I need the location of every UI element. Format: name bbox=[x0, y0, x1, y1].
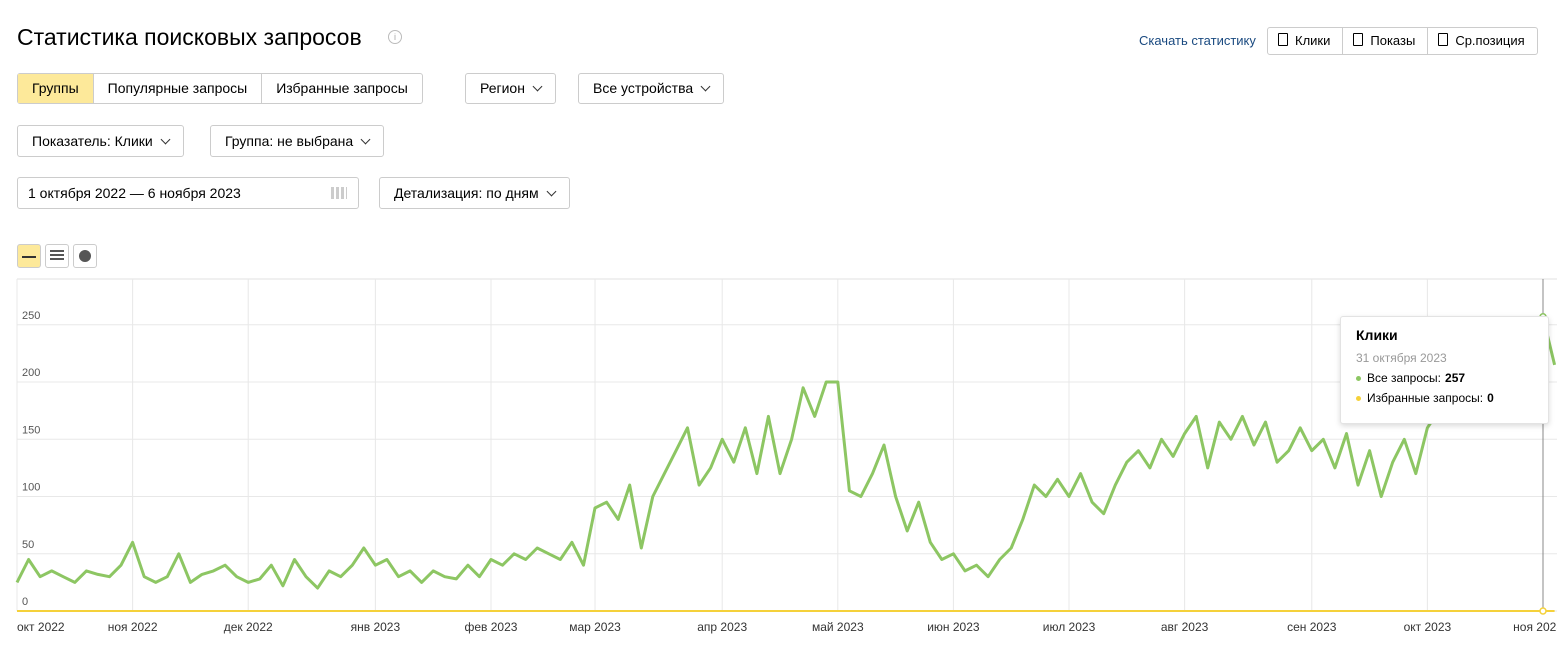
export-button[interactable]: Ср.позиция bbox=[1427, 28, 1536, 54]
tooltip-title: Клики bbox=[1356, 327, 1398, 343]
group-dropdown[interactable]: Группа: не выбрана bbox=[210, 125, 385, 157]
date-range: 1 октября 2022 — 6 ноября 2023 bbox=[28, 185, 241, 201]
pie-chart-toggle[interactable] bbox=[73, 244, 97, 268]
tab[interactable]: Группы bbox=[18, 74, 93, 103]
export-button[interactable]: Клики bbox=[1268, 28, 1342, 54]
x-tick-label: ноя 2022 bbox=[108, 620, 158, 634]
date-range-input[interactable]: 1 октября 2022 — 6 ноября 2023 bbox=[17, 177, 359, 209]
tooltip: Клики 31 октября 2023 Все запросы 257 Изб… bbox=[1340, 316, 1549, 424]
y-tick-label: 100 bbox=[22, 482, 40, 494]
series-dot bbox=[1356, 376, 1361, 381]
series-dot bbox=[1356, 396, 1361, 401]
y-tick-label: 150 bbox=[22, 424, 40, 436]
x-tick-label: авг 2023 bbox=[1161, 620, 1209, 634]
series-value: 0 bbox=[1487, 391, 1494, 405]
dropdown-label: Детализация: по дням bbox=[394, 185, 539, 201]
x-tick-label: мар 2023 bbox=[569, 620, 621, 634]
page-title: Статистика поисковых запросов bbox=[17, 24, 362, 50]
x-tick-label: окт 2022 bbox=[17, 620, 65, 634]
metric-dropdown[interactable]: Показатель: Клики bbox=[17, 125, 184, 157]
dropdown-label: Группа: не выбрана bbox=[225, 133, 354, 149]
tab[interactable]: Избранные запросы bbox=[261, 74, 422, 103]
dropdown-label: Все устройства bbox=[593, 80, 694, 96]
devices-dropdown[interactable]: Все устройства bbox=[578, 73, 725, 104]
dropdown-label: Показатель: Клики bbox=[32, 133, 153, 149]
icon-stroke bbox=[50, 250, 64, 262]
x-tick-label: июл 2023 bbox=[1043, 620, 1096, 634]
tab[interactable]: Популярные запросы bbox=[92, 74, 262, 103]
x-tick-label: апр 2023 bbox=[697, 620, 747, 634]
series-line bbox=[15, 315, 1557, 590]
x-tick-label: ноя 2023 bbox=[1513, 620, 1557, 634]
x-tick-label: дек 2022 bbox=[224, 620, 273, 634]
dropdown-label: Регион bbox=[480, 80, 525, 96]
x-tick-label: июн 2023 bbox=[927, 620, 980, 634]
y-tick-label: 0 bbox=[22, 596, 28, 608]
export-button[interactable]: Показы bbox=[1342, 28, 1427, 54]
x-tick-label: фев 2023 bbox=[465, 620, 518, 634]
calendar-icon bbox=[331, 187, 347, 199]
region-dropdown[interactable]: Регион bbox=[465, 73, 556, 104]
x-tick-label: янв 2023 bbox=[351, 620, 401, 634]
tooltip-row: Избранные запросы 0 bbox=[1356, 391, 1533, 405]
tab-group: Группы Популярные запросы Избранные запр… bbox=[17, 73, 423, 104]
tooltip-row: Все запросы 257 bbox=[1356, 371, 1533, 385]
y-tick-label: 250 bbox=[22, 310, 40, 322]
x-tick-label: май 2023 bbox=[812, 620, 864, 634]
detail-dropdown[interactable]: Детализация: по дням bbox=[379, 177, 570, 209]
info-icon[interactable]: i bbox=[388, 30, 402, 44]
series-name: Избранные запросы bbox=[1367, 391, 1483, 405]
icon-stroke bbox=[22, 256, 36, 258]
y-tick-label: 50 bbox=[22, 539, 34, 551]
y-tick-label: 200 bbox=[22, 367, 40, 379]
hover-point bbox=[1539, 607, 1547, 615]
series-value: 257 bbox=[1445, 371, 1466, 385]
export-group: Клики Показы Ср.позиция bbox=[1267, 27, 1538, 55]
x-tick-label: сен 2023 bbox=[1287, 620, 1337, 634]
area-chart-toggle[interactable] bbox=[45, 244, 69, 268]
tooltip-date: 31 октября 2023 bbox=[1356, 351, 1447, 365]
download-link[interactable]: Скачать статистику bbox=[1139, 33, 1256, 48]
icon-stroke bbox=[79, 250, 91, 262]
x-tick-label: окт 2023 bbox=[1404, 620, 1452, 634]
series-name: Все запросы bbox=[1367, 371, 1441, 385]
line-chart-toggle[interactable] bbox=[17, 244, 41, 268]
